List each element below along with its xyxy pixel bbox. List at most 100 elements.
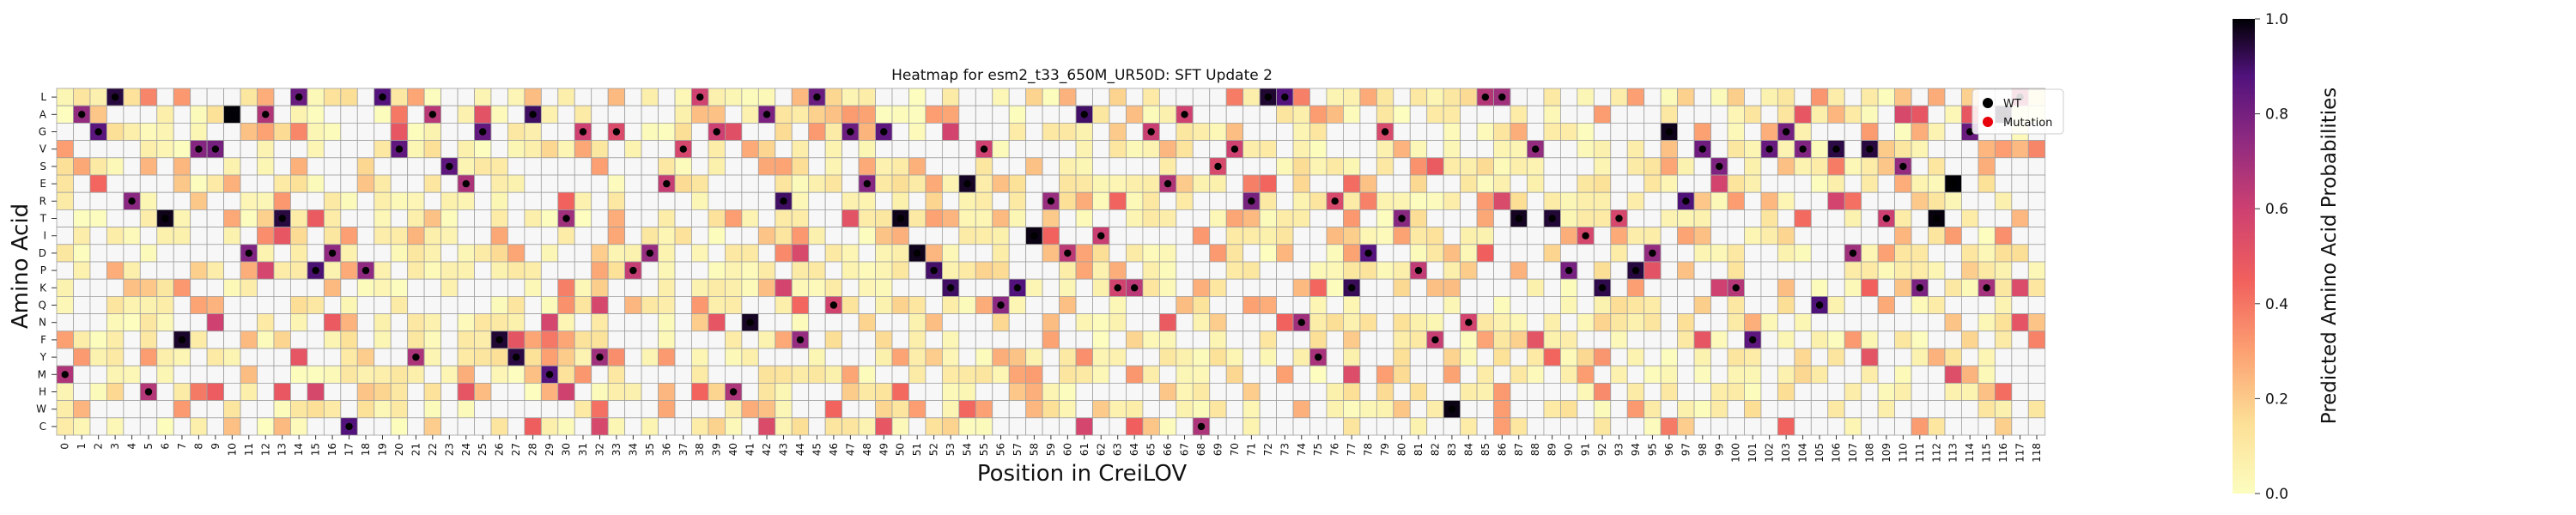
- heatmap-cell: [490, 88, 508, 106]
- heatmap-cell: [340, 313, 358, 332]
- heatmap-cell: [1810, 209, 1829, 227]
- heatmap-cell: [591, 295, 609, 314]
- heatmap-cell: [457, 365, 475, 384]
- heatmap-cell: [1994, 209, 2013, 227]
- heatmap-cell: [1242, 348, 1261, 367]
- heatmap-cell: [875, 174, 893, 193]
- heatmap-cell: [674, 174, 692, 193]
- heatmap-cell: [540, 88, 559, 106]
- heatmap-cell: [273, 122, 291, 141]
- heatmap-cell: [741, 122, 759, 141]
- heatmap-cell: [1710, 313, 1728, 332]
- heatmap-cell: [1493, 330, 1511, 349]
- heatmap-cell: [824, 105, 843, 124]
- heatmap-cell: [257, 313, 275, 332]
- wt-marker: [1965, 128, 1974, 136]
- heatmap-cell: [908, 174, 927, 193]
- heatmap-cell: [106, 417, 125, 436]
- heatmap-cell: [1059, 140, 1077, 159]
- heatmap-cell: [607, 174, 626, 193]
- heatmap-cell: [757, 191, 776, 210]
- wt-marker: [1682, 197, 1690, 205]
- heatmap-cell: [1527, 227, 1545, 245]
- heatmap-cell: [691, 191, 709, 210]
- heatmap-cell: [674, 105, 692, 124]
- y-tick-label: T: [39, 213, 47, 225]
- wt-marker: [1732, 284, 1740, 292]
- heatmap-cell: [992, 330, 1010, 349]
- x-tick-label: 81: [1413, 443, 1425, 456]
- heatmap-cell: [1877, 417, 1895, 436]
- heatmap-cell: [1292, 244, 1310, 263]
- heatmap-cell: [56, 261, 74, 280]
- heatmap-cell: [1944, 209, 1962, 227]
- heatmap-cell: [1727, 348, 1745, 367]
- heatmap-cell: [1760, 227, 1778, 245]
- heatmap-cell: [423, 330, 441, 349]
- heatmap-cell: [1476, 261, 1494, 280]
- heatmap-cell: [858, 330, 876, 349]
- heatmap-cell: [1894, 278, 1912, 297]
- heatmap-cell: [1510, 140, 1528, 159]
- heatmap-cell: [557, 330, 575, 349]
- heatmap-cell: [1075, 261, 1093, 280]
- x-tick-label: 116: [1997, 443, 2009, 463]
- heatmap-cell: [1560, 313, 1578, 332]
- x-tick-label: 115: [1981, 443, 1993, 463]
- heatmap-cell: [273, 313, 291, 332]
- heatmap-cell: [1309, 313, 1327, 332]
- heatmap-cell: [106, 313, 125, 332]
- heatmap-cell: [725, 278, 743, 297]
- heatmap-cell: [1176, 295, 1194, 314]
- heatmap-cell: [1008, 227, 1027, 245]
- heatmap-cell: [1961, 400, 1979, 419]
- heatmap-cell: [1961, 157, 1979, 176]
- heatmap-cell: [1042, 105, 1060, 124]
- heatmap-cell: [958, 244, 976, 263]
- heatmap-cell: [1994, 400, 2013, 419]
- x-tick-label: 83: [1446, 443, 1458, 456]
- heatmap-cell: [775, 140, 793, 159]
- heatmap-cell: [1109, 417, 1127, 436]
- heatmap-cell: [240, 105, 258, 124]
- heatmap-cell: [1660, 295, 1679, 314]
- heatmap-cell: [56, 382, 74, 401]
- heatmap-grid: [56, 88, 2046, 436]
- x-tick-label: 72: [1262, 443, 1274, 456]
- heatmap-cell: [73, 365, 91, 384]
- heatmap-cell: [374, 157, 392, 176]
- heatmap-cell: [1710, 88, 1728, 106]
- heatmap-cell: [1176, 261, 1194, 280]
- heatmap-cell: [1158, 417, 1177, 436]
- y-tick-label: G: [39, 126, 46, 138]
- heatmap-cell: [1626, 417, 1645, 436]
- heatmap-cell: [257, 348, 275, 367]
- heatmap-cell: [1309, 88, 1327, 106]
- heatmap-cell: [1760, 105, 1778, 124]
- heatmap-cell: [1059, 400, 1077, 419]
- heatmap-cell: [1911, 400, 1929, 419]
- heatmap-cell: [1560, 209, 1578, 227]
- heatmap-cell: [340, 191, 358, 210]
- heatmap-cell: [240, 140, 258, 159]
- heatmap-cell: [741, 244, 759, 263]
- heatmap-cell: [808, 174, 826, 193]
- heatmap-cell: [1025, 400, 1043, 419]
- heatmap-cell: [156, 191, 174, 210]
- heatmap-cell: [1292, 122, 1310, 141]
- heatmap-cell: [340, 174, 358, 193]
- heatmap-cell: [173, 278, 191, 297]
- heatmap-cell: [1259, 278, 1277, 297]
- x-tick-label: 62: [1095, 443, 1107, 456]
- heatmap-cell: [1259, 174, 1277, 193]
- heatmap-cell: [407, 261, 425, 280]
- heatmap-cell: [1259, 227, 1277, 245]
- heatmap-cell: [1760, 261, 1778, 280]
- heatmap-cell: [1393, 382, 1411, 401]
- heatmap-cell: [1209, 382, 1227, 401]
- heatmap-cell: [273, 244, 291, 263]
- heatmap-cell: [1008, 295, 1027, 314]
- heatmap-cell: [156, 365, 174, 384]
- heatmap-cell: [691, 261, 709, 280]
- heatmap-cell: [841, 278, 860, 297]
